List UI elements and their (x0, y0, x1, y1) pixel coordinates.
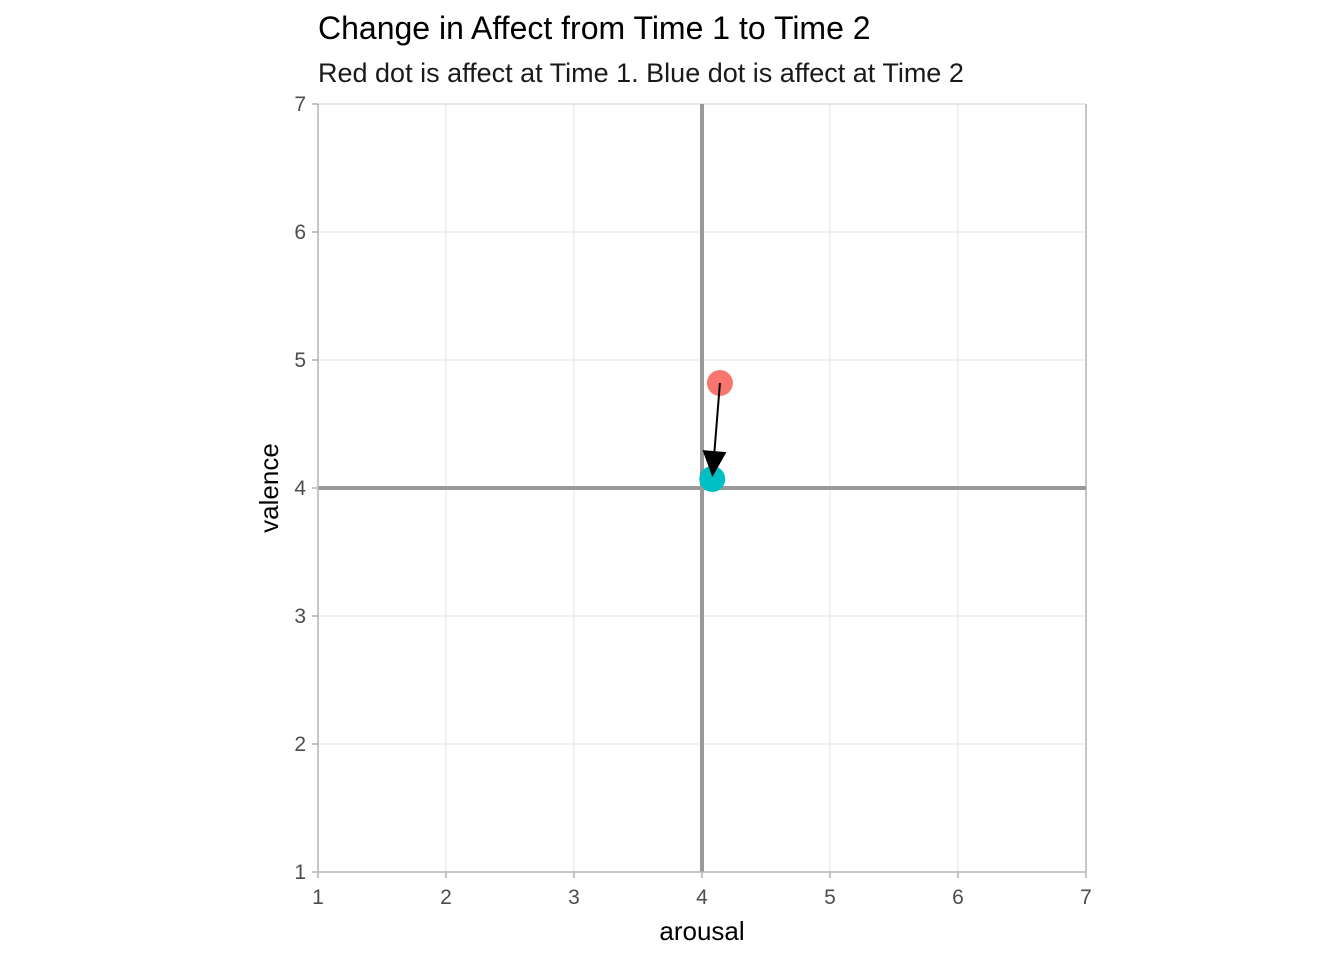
x-tick-label: 5 (824, 886, 836, 909)
x-tick-label: 3 (568, 886, 580, 909)
change-arrowhead (702, 450, 727, 478)
reference-lines (318, 104, 1086, 872)
y-tick-label: 5 (294, 349, 306, 372)
x-axis-title: arousal (659, 916, 744, 946)
data-marks (699, 370, 733, 493)
x-tick-label: 2 (440, 886, 452, 909)
y-tick-label: 1 (294, 861, 306, 884)
x-tick-label: 4 (696, 886, 708, 909)
y-tick-label: 7 (294, 93, 306, 116)
y-axis-title: valence (254, 443, 284, 533)
chart-title: Change in Affect from Time 1 to Time 2 (318, 10, 871, 46)
axes: 1 2 3 4 5 6 7 1 2 3 4 5 6 7 (294, 93, 1092, 909)
chart-subtitle: Red dot is affect at Time 1. Blue dot is… (318, 58, 964, 88)
y-tick-label: 6 (294, 221, 306, 244)
y-tick-label: 3 (294, 605, 306, 628)
y-tick-label: 4 (294, 477, 306, 500)
change-arrow-line (713, 382, 721, 452)
y-tick-label: 2 (294, 733, 306, 756)
x-tick-label: 7 (1080, 886, 1092, 909)
x-tick-label: 1 (312, 886, 324, 909)
point-time-2 (699, 466, 726, 493)
x-tick-label: 6 (952, 886, 964, 909)
